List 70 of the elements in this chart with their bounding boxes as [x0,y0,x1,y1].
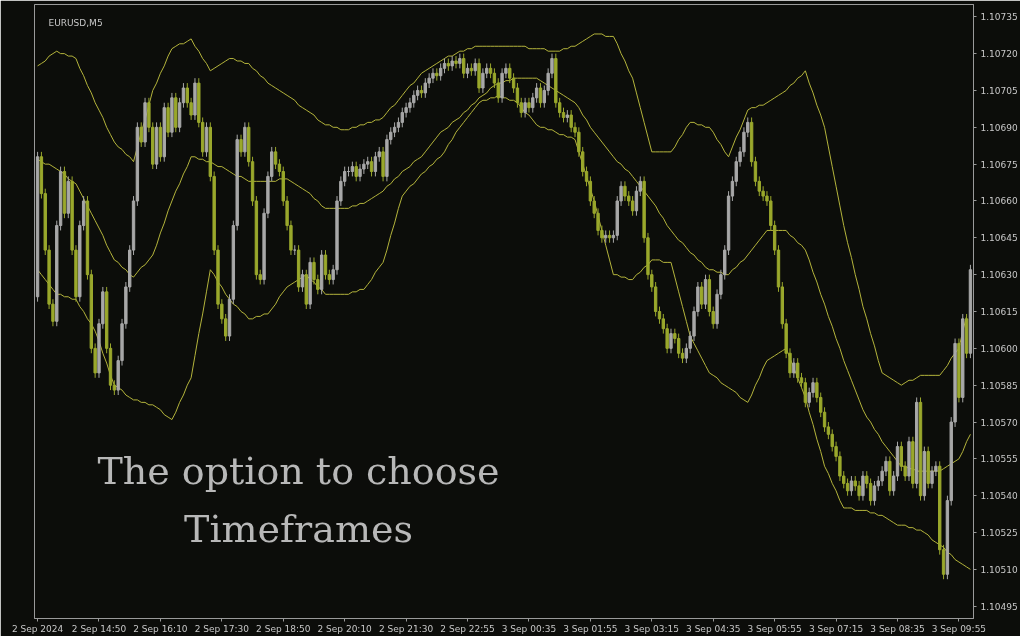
y-tick-label: 1.10525 [980,528,1018,539]
candlestick [872,480,877,507]
x-tick-label: 2 Sep 21:30 [378,623,434,634]
y-tick-label: 1.10495 [980,601,1018,612]
y-tick-label: 1.10675 [980,159,1018,170]
candlestick [700,281,704,310]
y-tick-label: 1.10510 [980,564,1018,575]
x-tick-label: 2 Sep 18:50 [256,623,311,634]
y-tick-label: 1.10540 [980,491,1018,502]
y-tick-label: 1.10600 [980,343,1018,354]
x-tick-label: 3 Sep 09:55 [931,623,987,634]
candlestick [323,249,328,281]
candlestick [373,151,378,177]
x-tick-label: 2 Sep 14:50 [71,623,127,634]
x-tick-label: 2 Sep 16:10 [133,623,188,634]
y-tick-label: 1.10570 [980,417,1018,428]
candlestick [795,357,800,384]
candlestick [462,53,466,79]
candlestick [515,82,520,109]
candlestick [623,180,627,202]
y-tick-label: 1.10630 [980,270,1018,281]
candlestick [139,121,143,148]
candlestick [523,97,527,118]
x-tick-label: 3 Sep 07:15 [808,623,864,634]
candlestick [358,163,362,182]
candlestick [354,161,358,182]
y-tick-label: 1.10720 [980,49,1018,60]
candlestick [300,269,305,293]
y-tick-label: 1.10585 [980,380,1018,391]
candlestick [400,107,404,128]
x-tick-label: 3 Sep 04:35 [686,623,741,634]
annotation: Timeframes [184,506,413,551]
x-tick-label: 2 Sep 20:10 [317,623,373,634]
candlestick [676,333,681,359]
candlestick [861,470,865,502]
candlestick [273,146,278,170]
candlestick [857,480,861,502]
y-tick-label: 1.10555 [980,454,1018,465]
candlestick [423,77,427,99]
candlestick [527,97,531,114]
candlestick [431,67,435,84]
x-tick-label: 3 Sep 03:15 [624,623,679,634]
text: EURUSD,M5 [48,17,103,28]
candlestick [930,465,934,489]
candlestick [454,55,458,69]
x-tick-label: 2 Sep 2024 [11,623,64,634]
candlestick [538,82,543,109]
candlestick [481,67,485,94]
x-tick-label: 3 Sep 00:35 [501,623,557,634]
candlestick [630,195,635,217]
candlestick [534,82,539,104]
x-tick-label: 3 Sep 01:55 [563,623,618,634]
x-tick-label: 3 Sep 05:55 [747,623,802,634]
y-tick-label: 1.10615 [980,307,1018,317]
candlestick [803,377,808,408]
candlestick [239,134,243,158]
candlestick [792,357,796,379]
y-tick-label: 1.10690 [980,122,1018,133]
x-tick-label: 2 Sep 22:55 [440,623,495,634]
candlestick [868,478,873,507]
candlestick [569,109,573,133]
y-tick-label: 1.10735 [980,12,1018,23]
candlestick [458,53,462,69]
y-tick-label: 1.10645 [980,233,1018,244]
y-tick-label: 1.10660 [980,196,1018,207]
x-tick-label: 2 Sep 17:30 [194,623,250,634]
x-tick-label: 3 Sep 08:35 [870,623,925,634]
candlestick [669,328,673,354]
annotation: The option to choose [97,448,500,493]
y-tick-label: 1.10705 [980,85,1018,96]
